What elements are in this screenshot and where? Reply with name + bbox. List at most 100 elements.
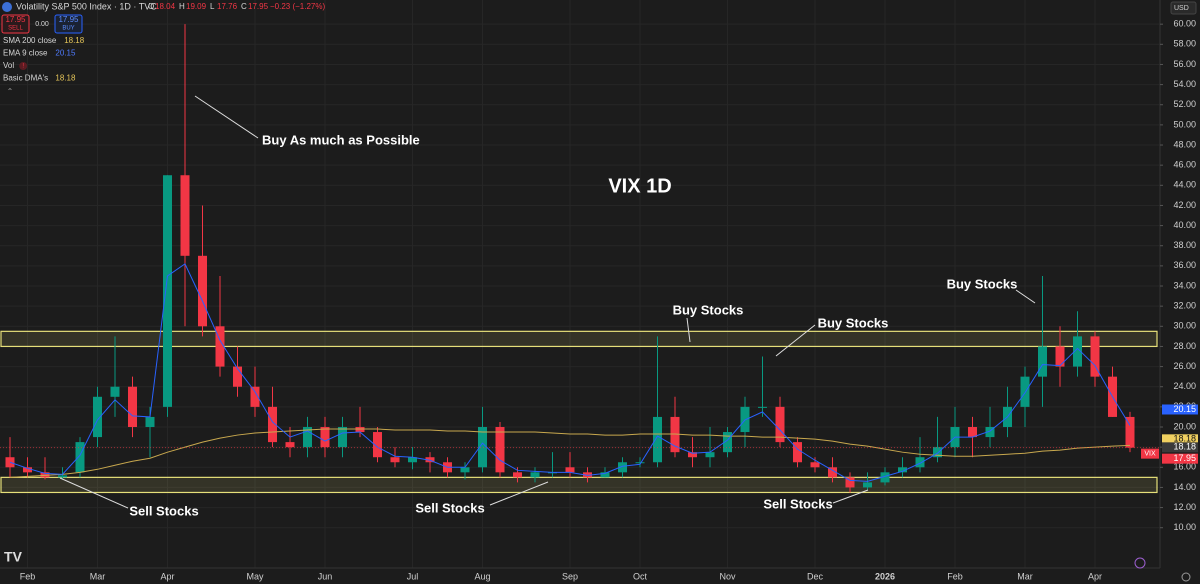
y-tick-label: 56.00 <box>1173 59 1196 69</box>
candle-body <box>985 427 995 438</box>
candle-body <box>268 406 277 443</box>
annotation: Sell Stocks <box>763 496 832 511</box>
candle-body <box>233 366 242 387</box>
x-tick-label: May <box>246 571 264 581</box>
candle-body <box>1038 346 1047 377</box>
price-tag <box>1162 434 1198 445</box>
zone <box>0 330 1158 348</box>
zone <box>0 476 1158 494</box>
annotation: Sell Stocks <box>129 503 198 518</box>
x-tick-label: Apr <box>1088 571 1102 581</box>
y-tick-label: 50.00 <box>1173 119 1196 129</box>
candle-body <box>355 427 365 433</box>
candle-body <box>320 427 330 448</box>
candle-body <box>793 442 802 463</box>
ohlc-label: C <box>241 2 247 11</box>
y-tick-label: 24.00 <box>1173 381 1196 391</box>
x-tick-label: Sep <box>562 571 578 581</box>
currency-box[interactable] <box>1170 1 1197 15</box>
annotation-arrow <box>489 481 549 506</box>
candle-body <box>303 427 312 448</box>
x-tick-label: Oct <box>633 571 648 581</box>
watermark-icon <box>1134 557 1146 569</box>
legend-name: SMA 200 close <box>3 36 57 45</box>
y-tick-label: 30.00 <box>1173 321 1196 331</box>
ohlc-label: O <box>148 2 154 11</box>
legend-value: ! <box>22 64 24 70</box>
y-tick-label: 46.00 <box>1173 160 1196 170</box>
legend-alert <box>19 62 28 70</box>
settings-icon[interactable] <box>1181 572 1191 582</box>
annotation: Buy Stocks <box>673 302 744 317</box>
candle-body <box>478 427 487 468</box>
legend: SMA 200 close 18.18 EMA 9 close 20.15 Vol ! Ba… <box>3 36 85 83</box>
y-tick-label: 14.00 <box>1173 482 1196 492</box>
candle-body <box>180 175 190 256</box>
ohlc-value: 17.95 <box>248 2 269 11</box>
collapse-icon[interactable]: ⌃ <box>7 87 14 96</box>
ohlc-value: 19.09 <box>186 2 207 11</box>
candle-body <box>705 452 715 458</box>
candle-body <box>373 432 382 458</box>
candle-body <box>460 467 470 473</box>
candle-body <box>215 326 225 367</box>
candle-body <box>58 475 67 478</box>
x-tick-label: Jul <box>407 571 419 581</box>
candle-body <box>775 406 785 443</box>
x-tick-label: Feb <box>947 571 963 581</box>
candle-body <box>863 482 872 488</box>
buy-button[interactable] <box>54 14 83 34</box>
symbol-icon <box>2 2 12 12</box>
y-tick-label: 48.00 <box>1173 139 1196 149</box>
y-tick-label: 34.00 <box>1173 280 1196 290</box>
symbol-name[interactable]: Volatility S&P 500 Index · 1D · TVC <box>16 1 157 11</box>
x-tick-label: 2026 <box>875 571 895 581</box>
annotation-arrow <box>775 324 816 357</box>
x-tick-label: Jun <box>318 571 333 581</box>
price-tag <box>1162 404 1198 415</box>
buy-price: 17.95 <box>58 15 79 24</box>
candle-body <box>880 472 890 483</box>
y-tick-label: 12.00 <box>1173 502 1196 512</box>
candle-body <box>1073 336 1082 367</box>
y-tick-label: 28.00 <box>1173 341 1196 351</box>
price-tag-label: 18.18 <box>1173 442 1196 452</box>
annotation: Buy Stocks <box>947 276 1018 291</box>
sell-button[interactable] <box>1 14 30 34</box>
candle-body <box>390 457 400 463</box>
candle-body <box>285 442 295 448</box>
legend-name: EMA 9 close <box>3 49 48 58</box>
legend-value: 18.18 <box>64 36 85 45</box>
price-tag <box>1162 453 1198 464</box>
legend-name: Basic DMA's <box>3 74 48 83</box>
candle-body <box>1090 336 1100 377</box>
plot <box>5 24 1135 493</box>
sell-price: 17.95 <box>5 15 26 24</box>
candle-body <box>565 467 575 473</box>
annotation-arrow <box>832 489 869 504</box>
y-tick-label: 42.00 <box>1173 200 1196 210</box>
candle-body <box>828 467 837 478</box>
candle-body <box>758 406 767 408</box>
candle-body <box>670 416 680 453</box>
y-tick-label: 36.00 <box>1173 260 1196 270</box>
price-tag <box>1162 442 1198 453</box>
candle-body <box>723 432 732 453</box>
candle-body <box>845 477 855 488</box>
candle-body <box>145 416 155 428</box>
legend-name: Vol <box>3 61 14 70</box>
symbol-tag: VIX <box>1144 450 1156 457</box>
candle-body <box>23 467 32 473</box>
candle-body <box>110 386 120 397</box>
candle-body <box>915 457 925 468</box>
y-tick-label: 60.00 <box>1173 19 1196 29</box>
y-tick-label: 32.00 <box>1173 301 1196 311</box>
candle-body <box>128 386 137 428</box>
y-tick-label: 58.00 <box>1173 39 1196 49</box>
ohlc-label: H <box>179 2 185 11</box>
candle-body <box>75 442 85 473</box>
price-tag-label: 20.15 <box>1173 404 1196 414</box>
annotation-arrow <box>59 477 129 509</box>
